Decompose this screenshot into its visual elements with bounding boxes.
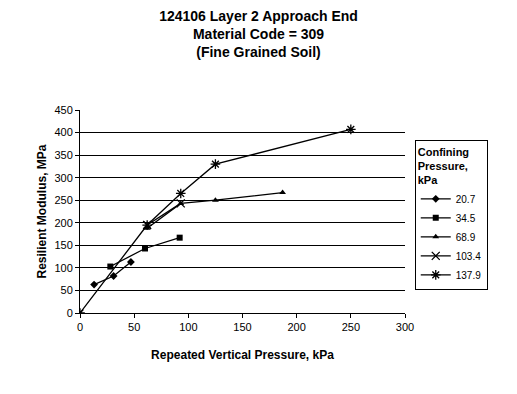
svg-text:200: 200 [287,321,305,333]
svg-text:100: 100 [179,321,197,333]
svg-text:350: 350 [54,149,72,161]
svg-text:50: 50 [128,321,140,333]
svg-text:150: 150 [233,321,251,333]
svg-text:Repeated Vertical Pressure, kP: Repeated Vertical Pressure, kPa [151,348,334,362]
svg-text:0: 0 [77,321,83,333]
svg-text:ConfiningPressure,kPa: ConfiningPressure,kPa [418,146,469,187]
svg-text:34.5: 34.5 [456,213,476,224]
svg-text:0: 0 [67,307,73,319]
svg-text:200: 200 [54,217,72,229]
svg-text:250: 250 [54,194,72,206]
svg-text:300: 300 [396,321,414,333]
svg-text:137.9: 137.9 [456,270,481,281]
svg-text:250: 250 [342,321,360,333]
svg-text:450: 450 [54,104,72,116]
svg-text:50: 50 [61,284,73,296]
svg-text:Resilient Modulus, MPa: Resilient Modulus, MPa [35,144,49,278]
svg-text:20.7: 20.7 [456,194,476,205]
svg-text:124106 Layer 2 Approach EndMat: 124106 Layer 2 Approach EndMaterial Code… [159,8,358,60]
svg-text:400: 400 [54,126,72,138]
svg-text:68.9: 68.9 [456,232,476,243]
svg-text:300: 300 [54,172,72,184]
svg-text:150: 150 [54,239,72,251]
svg-text:100: 100 [54,262,72,274]
svg-text:103.4: 103.4 [456,251,481,262]
